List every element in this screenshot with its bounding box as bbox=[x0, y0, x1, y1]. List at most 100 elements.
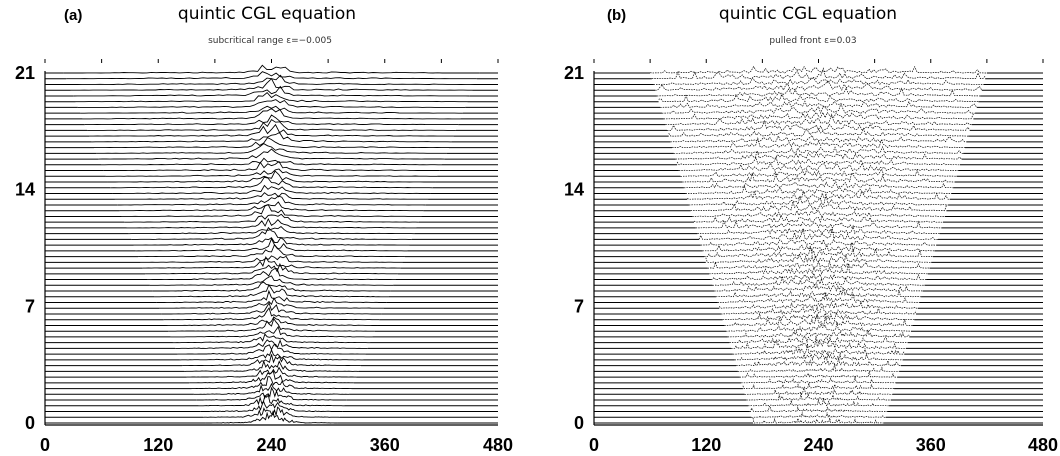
trace-line bbox=[719, 301, 918, 310]
trace-line bbox=[667, 119, 971, 131]
trace-line bbox=[683, 181, 954, 189]
trace-line bbox=[154, 283, 389, 298]
trace-line bbox=[110, 176, 433, 189]
trace-line bbox=[175, 339, 368, 349]
trace-line bbox=[128, 226, 415, 235]
trace-line bbox=[131, 226, 412, 240]
trace-line bbox=[690, 201, 947, 212]
trace-line bbox=[752, 417, 884, 424]
trace-line bbox=[138, 243, 405, 258]
trace-line bbox=[751, 412, 886, 418]
trace-line bbox=[156, 289, 387, 303]
x-tick-label: 360 bbox=[370, 435, 400, 455]
panel-a: 0 120 240 360 480 0 7 14 21 bbox=[15, 59, 513, 455]
trace-line bbox=[693, 214, 943, 223]
trace-line bbox=[661, 102, 976, 115]
trace-line bbox=[658, 92, 979, 103]
x-tick-label: 480 bbox=[1028, 435, 1058, 455]
trace-line bbox=[205, 409, 338, 424]
trace-line bbox=[685, 184, 952, 195]
trace-line bbox=[746, 392, 891, 401]
trace-line bbox=[682, 172, 955, 183]
trace-line bbox=[655, 80, 983, 91]
panel-b-title: quintic CGL equation bbox=[719, 4, 897, 24]
trace-line bbox=[147, 268, 396, 281]
panel-b-subtitle: pulled front ε=0.03 bbox=[769, 36, 856, 46]
trace-line bbox=[66, 71, 477, 80]
trace-line bbox=[193, 382, 350, 395]
trace-line bbox=[710, 272, 927, 281]
trace-line bbox=[182, 354, 361, 367]
trace-line bbox=[732, 343, 905, 355]
trace-line bbox=[114, 192, 429, 200]
trace-line bbox=[709, 263, 928, 275]
trace-line bbox=[101, 157, 442, 166]
trace-line bbox=[184, 359, 359, 372]
x-tick-label: 120 bbox=[143, 435, 173, 455]
trace-line bbox=[161, 302, 382, 315]
trace-line bbox=[737, 363, 900, 372]
trace-line bbox=[84, 114, 459, 126]
trace-line bbox=[678, 162, 959, 172]
trace-line bbox=[124, 213, 419, 223]
panel-b: 0 120 240 360 480 0 7 14 21 bbox=[564, 59, 1058, 455]
trace-line bbox=[98, 148, 445, 160]
trace-line bbox=[96, 143, 447, 154]
trace-line bbox=[656, 87, 981, 97]
trace-line bbox=[198, 394, 345, 407]
trace-line bbox=[105, 168, 438, 177]
trace-line bbox=[665, 113, 972, 126]
x-tick-label: 480 bbox=[483, 435, 513, 455]
trace-line bbox=[715, 287, 922, 298]
trace-line bbox=[651, 67, 986, 80]
trace-line bbox=[697, 224, 940, 235]
trace-line bbox=[191, 376, 352, 390]
trace-line bbox=[676, 156, 960, 166]
trace-line bbox=[94, 137, 449, 149]
trace-line bbox=[126, 217, 417, 229]
trace-line bbox=[722, 311, 915, 321]
trace-line bbox=[89, 123, 454, 137]
x-tick-label: 240 bbox=[256, 435, 286, 455]
y-tick-label: 14 bbox=[564, 180, 584, 200]
trace-line bbox=[675, 149, 962, 160]
trace-line bbox=[170, 325, 373, 338]
trace-line bbox=[163, 307, 380, 321]
trace-line bbox=[704, 246, 933, 258]
x-tick-label: 0 bbox=[40, 435, 50, 455]
trace-line bbox=[82, 107, 461, 120]
trace-line bbox=[744, 386, 893, 395]
trace-line bbox=[63, 64, 480, 74]
y-tick-label: 7 bbox=[574, 296, 584, 316]
y-tick-label: 0 bbox=[25, 413, 35, 433]
trace-line bbox=[739, 371, 898, 378]
trace-line bbox=[117, 195, 426, 206]
trace-line bbox=[724, 313, 913, 327]
x-tick-label: 0 bbox=[589, 435, 599, 455]
trace-line bbox=[700, 238, 937, 246]
trace-line bbox=[203, 406, 340, 418]
panel-a-subtitle: subcritical range ε=−0.005 bbox=[208, 36, 332, 46]
trace-line bbox=[712, 276, 925, 286]
trace-line bbox=[729, 335, 908, 344]
trace-line bbox=[736, 358, 901, 367]
trace-line bbox=[731, 335, 906, 349]
trace-line bbox=[653, 77, 984, 85]
y-tick-label: 14 bbox=[15, 180, 35, 200]
x-tick-label: 120 bbox=[691, 435, 721, 455]
trace-line bbox=[692, 209, 945, 217]
trace-line bbox=[77, 99, 466, 108]
trace-line bbox=[705, 253, 932, 264]
trace-line bbox=[660, 100, 978, 108]
panel-b-label: (b) bbox=[607, 7, 626, 24]
trace-line bbox=[177, 343, 366, 355]
trace-line bbox=[734, 352, 903, 361]
trace-line bbox=[673, 145, 964, 154]
trace-line bbox=[714, 283, 923, 292]
trace-line bbox=[741, 375, 896, 384]
trace-line bbox=[749, 406, 888, 413]
panel-a-label: (a) bbox=[64, 7, 82, 24]
trace-line bbox=[672, 137, 965, 149]
trace-line bbox=[91, 131, 452, 143]
